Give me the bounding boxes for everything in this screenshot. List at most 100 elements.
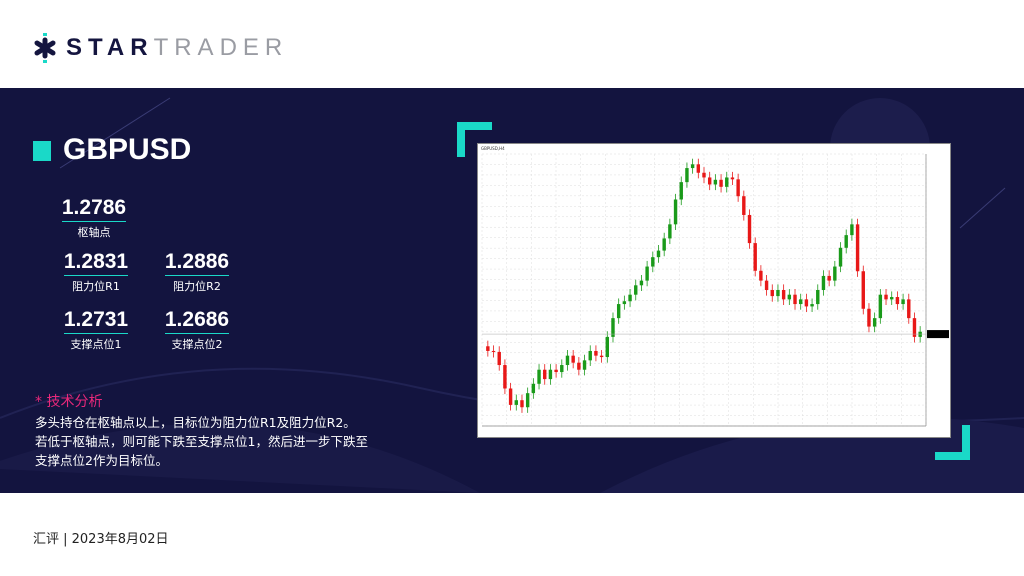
candle-body — [594, 350, 598, 356]
analysis-line: 多头持仓在枢轴点以上，目标位为阻力位R1及阻力位R2。 — [35, 415, 356, 430]
analysis-body: 多头持仓在枢轴点以上，目标位为阻力位R1及阻力位R2。 若低于枢轴点，则可能下跌… — [35, 413, 435, 470]
candle-body — [719, 179, 723, 187]
candle-body — [821, 275, 826, 290]
pivot-value: 1.2786 — [61, 196, 127, 222]
candle-body — [582, 360, 587, 370]
current-price-tag — [927, 330, 949, 339]
candle-body — [690, 164, 695, 169]
candle-body — [770, 290, 774, 297]
candle-body — [696, 164, 701, 173]
candle-body — [759, 270, 763, 281]
candle-body — [486, 346, 490, 351]
candle-body — [571, 355, 575, 363]
s1-level: 1.2731 支撑点位1 — [51, 308, 141, 352]
candle-body — [855, 224, 860, 272]
candle-body — [645, 266, 649, 281]
footer-date: 汇评 | 2023年8月02日 — [33, 532, 169, 547]
candle-body — [793, 294, 797, 305]
candle-body — [651, 257, 655, 267]
candle-body — [764, 280, 769, 290]
r2-value: 1.2886 — [164, 250, 230, 276]
candle-body — [508, 388, 513, 405]
logo: STAR TRADER — [32, 33, 288, 63]
candle-body — [622, 301, 627, 305]
candle-body — [781, 290, 786, 300]
candle-body — [668, 224, 672, 239]
candle-body — [525, 393, 530, 408]
candle-body — [884, 294, 888, 300]
candle-body — [730, 177, 735, 180]
candle-body — [827, 275, 831, 281]
candle-body — [861, 271, 865, 309]
s2-label: 支撑点位2 — [171, 338, 223, 351]
logo-text-trader: TRADER — [153, 34, 289, 61]
candle-body — [560, 365, 564, 373]
r1-level: 1.2831 阻力位R1 — [51, 250, 141, 294]
candle-body — [872, 318, 877, 327]
corner-bracket-bottom — [935, 452, 970, 460]
candle-body — [537, 369, 541, 384]
r2-level: 1.2886 阻力位R2 — [152, 250, 242, 294]
candle-body — [628, 294, 632, 302]
r2-label: 阻力位R2 — [173, 280, 221, 293]
candle-body — [713, 179, 718, 185]
candle-body — [554, 369, 558, 373]
header: STAR TRADER — [0, 0, 1024, 88]
candle-body — [503, 365, 507, 389]
analysis-title: * 技术分析 — [35, 394, 103, 410]
s2-level: 1.2686 支撑点位2 — [152, 308, 242, 352]
candle-body — [514, 400, 518, 405]
candle-body — [497, 351, 501, 366]
candle-body — [725, 177, 729, 187]
candle-body — [531, 383, 536, 394]
candle-body — [736, 179, 740, 197]
pivot-level: 1.2786 枢轴点 — [49, 196, 139, 240]
candle-body — [588, 350, 592, 361]
candle-body — [565, 355, 570, 366]
candlestick-plot — [481, 153, 949, 427]
candle-body — [685, 168, 689, 183]
candle-body — [616, 304, 621, 319]
candle-body — [844, 235, 848, 248]
corner-bracket-bottom-v — [962, 425, 970, 460]
s2-value: 1.2686 — [164, 308, 230, 334]
candle-body — [491, 350, 496, 352]
candle-body — [810, 304, 814, 307]
title-marker — [33, 141, 51, 161]
corner-bracket-top — [457, 122, 492, 130]
candle-body — [878, 294, 883, 319]
candle-body — [520, 400, 524, 408]
r1-value: 1.2831 — [63, 250, 129, 276]
logo-text-star: STAR — [66, 34, 154, 61]
symbol-title: GBPUSD — [63, 133, 192, 166]
chart-symbol-label: GBPUSD,H4 — [481, 146, 505, 151]
corner-bracket-top-v — [457, 122, 465, 157]
candle-body — [816, 290, 820, 305]
candle-body — [833, 266, 837, 281]
pivot-label: 枢轴点 — [77, 226, 111, 239]
candle-body — [776, 290, 780, 297]
candle-body — [707, 177, 712, 185]
star-logo-icon — [34, 33, 56, 63]
candle-body — [742, 196, 746, 215]
candle-body — [611, 318, 615, 337]
candle-body — [639, 280, 644, 286]
candle-body — [662, 238, 666, 251]
candle-body — [890, 297, 894, 300]
candle-body — [798, 299, 803, 305]
candle-body — [605, 336, 610, 358]
candle-body — [895, 297, 900, 305]
s1-label: 支撑点位1 — [70, 338, 122, 351]
candle-body — [543, 369, 547, 380]
candle-body — [747, 214, 752, 244]
candle-body — [673, 199, 678, 225]
candle-body — [548, 369, 553, 380]
candle-body — [753, 243, 757, 271]
candle-body — [838, 247, 843, 267]
analysis-line: 支撑点位2作为目标位。 — [35, 453, 168, 468]
candle-body — [850, 224, 854, 236]
candle-body — [912, 318, 917, 337]
candle-body — [656, 250, 661, 258]
s1-value: 1.2731 — [63, 308, 129, 334]
candle-body — [867, 308, 871, 327]
